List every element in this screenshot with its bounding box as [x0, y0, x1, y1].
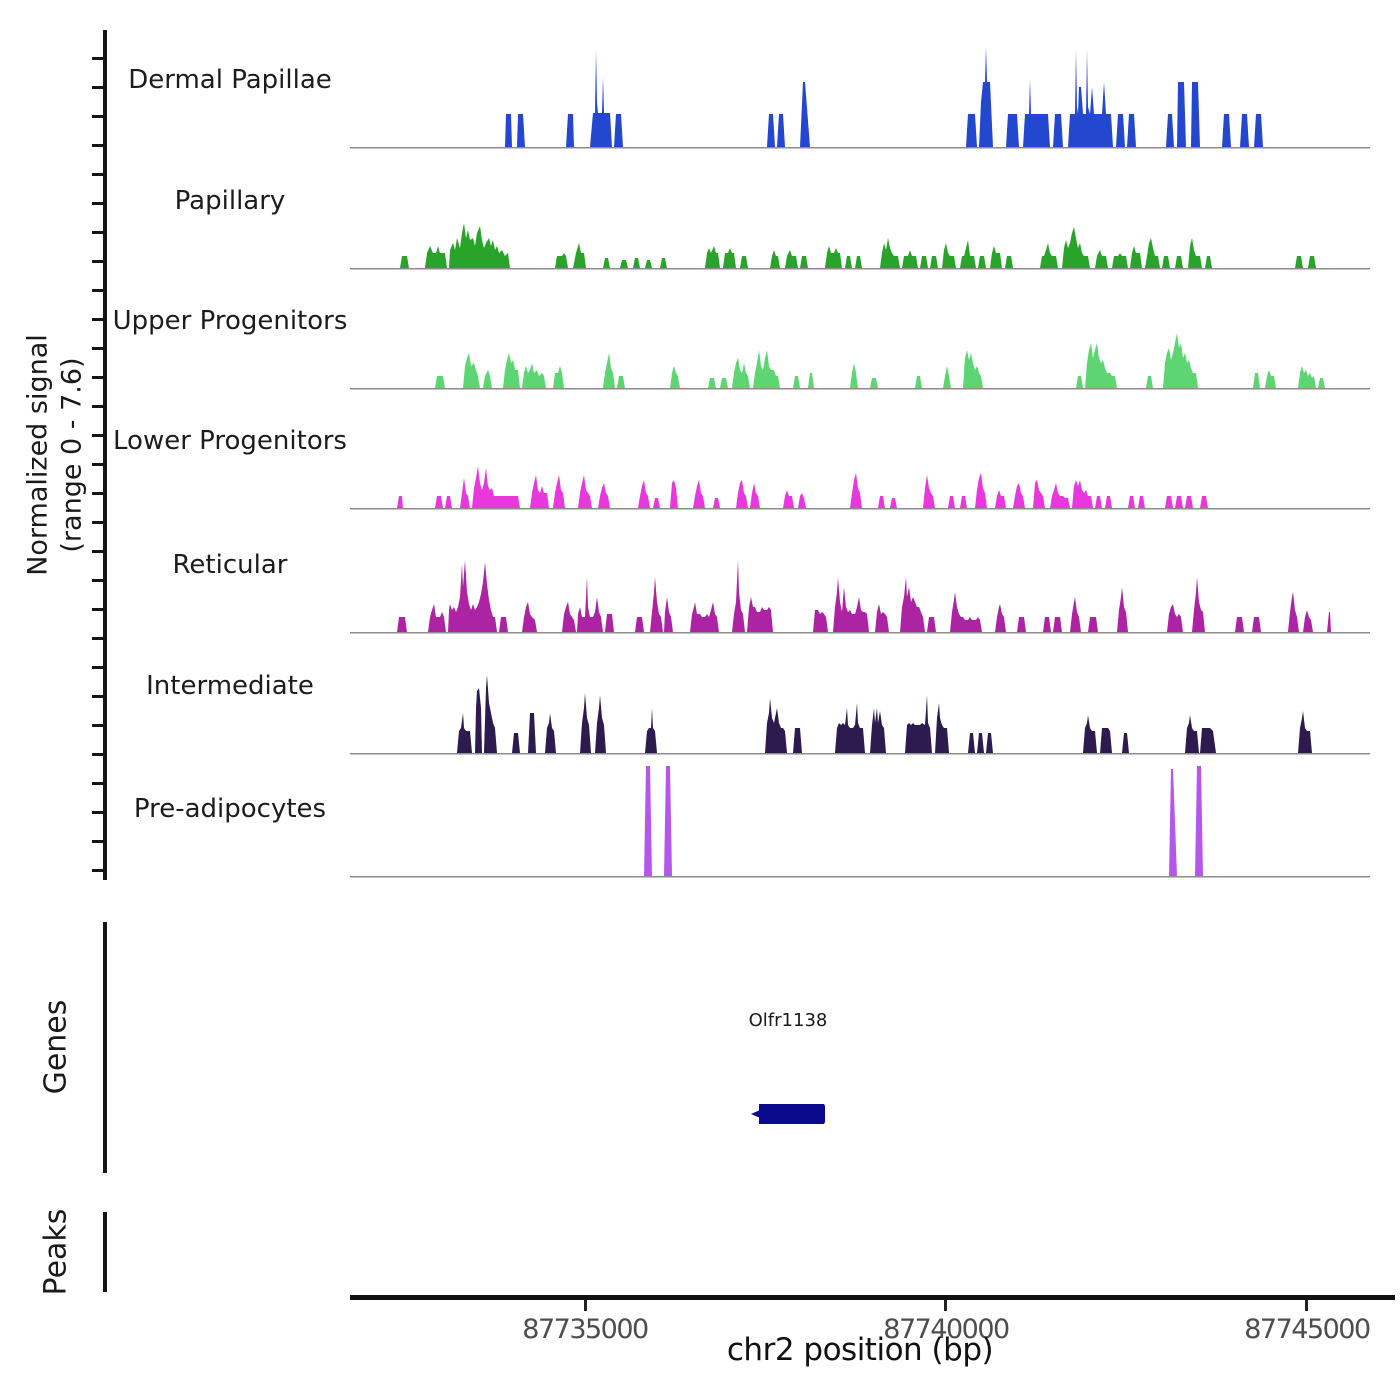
signal-axis-tick: [92, 144, 103, 147]
signal-axis-tick: [92, 811, 103, 814]
peaks-axis-spine: [103, 1212, 107, 1292]
signal-axis-tick: [92, 347, 103, 350]
signal-axis-tick: [92, 579, 103, 582]
signal-axis-tick: [92, 115, 103, 118]
signal-axis-tick: [92, 318, 103, 321]
signal-axis-tick: [92, 86, 103, 89]
signal-axis-tick: [92, 405, 103, 408]
genes-axis-spine: [103, 922, 107, 1173]
track-pre-adipocytes: Pre-adipocytes: [0, 766, 1400, 878]
x-axis-title: chr2 position (bp): [726, 1332, 994, 1368]
gene-name-label: Olfr1138: [748, 1010, 828, 1031]
x-axis-tick-label: 87735000: [522, 1314, 649, 1345]
signal-area-lower-progenitors: [350, 466, 1370, 510]
x-axis-tick-label: 87740000: [883, 1314, 1010, 1345]
track-dermal-papillae: Dermal Papillae: [0, 37, 1400, 149]
signal-axis-tick: [92, 637, 103, 640]
track-intermediate: Intermediate: [0, 643, 1400, 755]
x-axis-ticks: 87735000 87740000 87745000: [350, 1300, 1395, 1360]
signal-axis-tick: [92, 753, 103, 756]
track-papillary: Papillary: [0, 158, 1400, 270]
signal-axis-tick: [92, 463, 103, 466]
signal-axis-tick: [92, 695, 103, 698]
signal-area-pre-adipocytes: [350, 766, 1370, 878]
signal-axis-tick: [92, 260, 103, 263]
signal-area-reticular: [350, 560, 1370, 634]
track-lower-progenitors: Lower Progenitors: [0, 398, 1400, 510]
signal-axis-tick: [92, 202, 103, 205]
signal-axis-tick: [92, 289, 103, 292]
track-upper-progenitors: Upper Progenitors: [0, 278, 1400, 390]
signal-axis-tick: [92, 434, 103, 437]
signal-axis-tick: [92, 173, 103, 176]
gene-body: [751, 1104, 825, 1124]
genes-section-label: Genes: [38, 999, 74, 1095]
track-label: Intermediate: [146, 671, 314, 701]
signal-axis-tick: [92, 666, 103, 669]
signal-axis-tick: [92, 376, 103, 379]
track-label: Papillary: [174, 186, 286, 216]
signal-axis-tick: [92, 521, 103, 524]
peaks-section-label: Peaks: [38, 1208, 74, 1296]
signal-area-upper-progenitors: [350, 333, 1370, 390]
signal-axis-tick: [92, 57, 103, 60]
signal-axis-tick: [92, 840, 103, 843]
signal-axis-tick: [92, 608, 103, 611]
signal-area-intermediate: [350, 675, 1370, 755]
signal-area-dermal-papillae: [350, 47, 1370, 149]
x-axis-tick-mark: [944, 1300, 948, 1311]
signal-axis-tick: [92, 782, 103, 785]
track-label: Upper Progenitors: [112, 306, 348, 336]
x-axis-tick-mark: [1305, 1300, 1309, 1311]
x-axis-tick-label: 87745000: [1244, 1314, 1371, 1345]
gene-body-shape: [751, 1104, 825, 1124]
x-axis-line: [350, 1295, 1395, 1300]
signal-axis-tick: [92, 231, 103, 234]
track-label: Reticular: [172, 550, 288, 580]
signal-axis-spine: [103, 30, 107, 880]
x-axis-tick-mark: [583, 1300, 587, 1311]
signal-axis-tick: [92, 869, 103, 872]
signal-area-papillary: [350, 223, 1370, 270]
track-label: Pre-adipocytes: [133, 794, 327, 824]
signal-axis-tick: [92, 550, 103, 553]
signal-axis-tick: [92, 724, 103, 727]
track-label: Dermal Papillae: [128, 65, 332, 95]
track-label: Lower Progenitors: [113, 426, 347, 456]
signal-axis-tick: [92, 492, 103, 495]
track-reticular: Reticular: [0, 522, 1400, 634]
